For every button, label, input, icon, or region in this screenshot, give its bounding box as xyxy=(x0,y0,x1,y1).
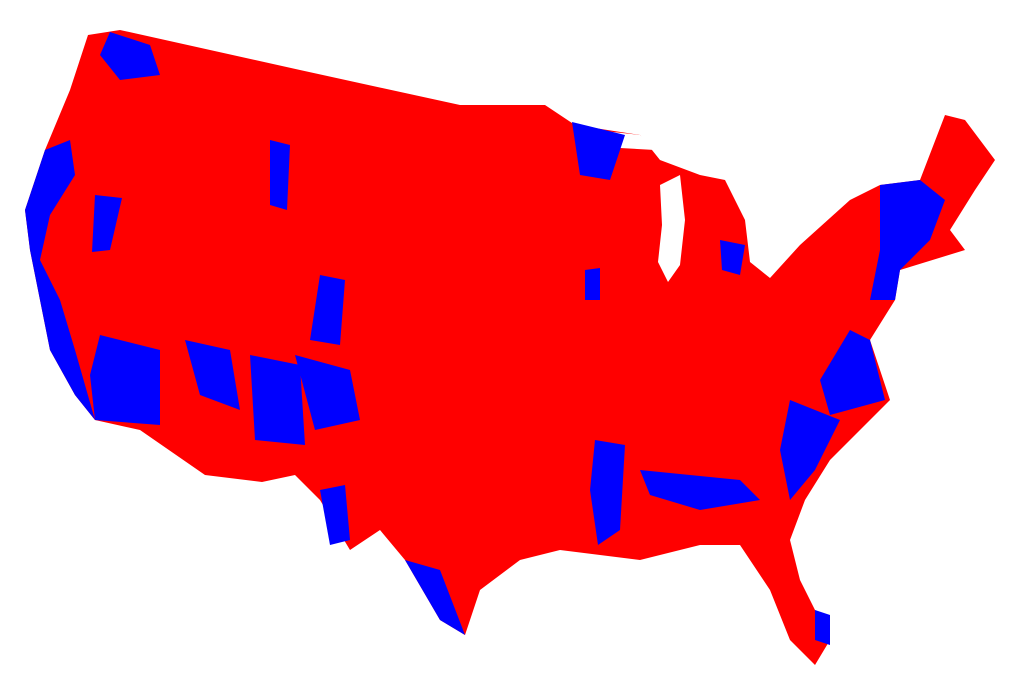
blue-county-clusters xyxy=(25,32,945,645)
blue-county-cluster xyxy=(90,335,160,425)
us-landmass-red xyxy=(25,30,995,665)
blue-county-cluster xyxy=(250,355,305,445)
blue-county-cluster xyxy=(270,140,290,210)
blue-county-cluster xyxy=(780,400,840,500)
blue-county-cluster xyxy=(405,560,465,635)
blue-county-cluster xyxy=(815,610,830,645)
blue-county-cluster xyxy=(295,355,360,430)
blue-county-cluster xyxy=(25,140,95,420)
blue-county-cluster xyxy=(820,330,885,415)
blue-county-cluster xyxy=(720,240,745,275)
blue-county-cluster xyxy=(870,180,945,300)
blue-county-cluster xyxy=(185,340,240,410)
blue-county-cluster xyxy=(572,122,625,180)
blue-county-cluster xyxy=(585,268,600,300)
blue-county-cluster xyxy=(310,275,345,345)
blue-county-cluster xyxy=(320,485,350,545)
blue-county-cluster xyxy=(590,440,625,545)
blue-county-cluster xyxy=(92,195,122,252)
blue-county-cluster xyxy=(640,470,760,510)
blue-county-cluster xyxy=(100,32,160,80)
lake-michigan xyxy=(658,175,685,282)
